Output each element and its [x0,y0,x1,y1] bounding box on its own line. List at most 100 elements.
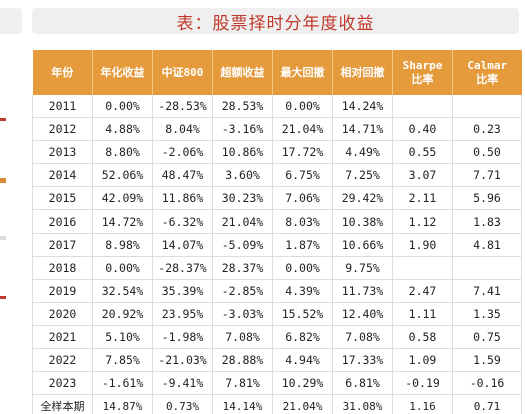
table-cell: 21.04% [272,394,333,414]
table-cell: 6.82% [272,325,333,350]
column-header: 超额收益 [212,50,273,95]
table-cell: -6.32% [152,209,213,234]
table-cell: 0.00% [92,256,153,280]
table-cell: 1.87% [272,233,333,257]
table-row: 全样本期 14.87% 0.73% 14.14% 21.04% 31.08% 1.16 0.7… [32,394,522,414]
table-cell: 10.86% [212,140,273,165]
table-cell: 21.04% [272,117,333,142]
column-header-label-line2: 比率 [411,72,434,86]
table-cell: -1.98% [152,325,213,350]
table-row: 2011 0.00% -28.53% 28.53% 0.00% 14.24% [32,95,522,119]
table-cell: -3.03% [212,302,273,326]
column-header: 年化收益 [92,50,153,95]
table-cell: -3.16% [212,117,273,142]
table-cell: 7.08% [212,325,273,350]
table-cell: -0.16 [452,371,522,396]
table-cell: 5.96 [452,186,522,211]
table-cell: 1.59 [452,348,522,373]
table-cell: 0.40 [392,117,453,142]
table-cell: 2018 [32,256,93,280]
table-cell: 42.09% [92,186,153,211]
table-row: 2023 -1.61% -9.41% 7.81% 10.29% 6.81% -0.19 -0.… [32,371,522,396]
table-cell: 7.71 [452,163,522,188]
table-cell: 8.03% [272,209,333,234]
table-cell: 1.11 [392,302,453,326]
table-cell: 28.37% [212,256,273,280]
table-cell: 0.73% [152,394,213,414]
table-cell: 1.12 [392,209,453,234]
table-row: 2018 0.00% -28.37% 28.37% 0.00% 9.75% [32,256,522,280]
table-cell: 2014 [32,163,93,188]
table-cell: 0.55 [392,140,453,165]
table-cell [392,95,453,119]
table-cell: 52.06% [92,163,153,188]
table-cell: 17.72% [272,140,333,165]
table-cell: 2011 [32,95,93,119]
table-cell: 8.04% [152,117,213,142]
table-cell: -21.03% [152,348,213,373]
table-cell: 11.73% [332,279,393,303]
table-cell: -2.85% [212,279,273,303]
table-cell: 14.72% [92,209,153,234]
header-row: 年份 年化收益 中证800 超额收益 最大回撤 相对回撤 Sharpe 比率 Calmar 比率 [32,50,522,95]
table-cell: 6.75% [272,163,333,188]
table-cell: -28.53% [152,95,213,119]
table-cell: 7.81% [212,371,273,396]
table-cell: 0.00% [272,256,333,280]
table-cell [452,256,522,280]
column-header-label: 相对回撤 [340,65,385,79]
table-cell: 14.71% [332,117,393,142]
table-cell [392,256,453,280]
table-cell: 3.60% [212,163,273,188]
table-cell: 48.47% [152,163,213,188]
table-cell: 7.41 [452,279,522,303]
table-cell: 28.88% [212,348,273,373]
table-cell: 0.71 [452,394,522,414]
table-cell: 2021 [32,325,93,350]
table-cell: 7.25% [332,163,393,188]
table-cell: 30.23% [212,186,273,211]
yearly-returns-table: 年份 年化收益 中证800 超额收益 最大回撤 相对回撤 Sharpe 比率 Calmar 比率 … [32,50,522,414]
column-header: 最大回撤 [272,50,333,95]
table-cell: 4.49% [332,140,393,165]
table-cell: 32.54% [92,279,153,303]
table-cell: 2015 [32,186,93,211]
table-cell: 29.42% [332,186,393,211]
table-cell: 1.09 [392,348,453,373]
table-row: 2016 14.72% -6.32% 21.04% 8.03% 10.38% 1.12 1.8… [32,209,522,234]
table-cell: 23.95% [152,302,213,326]
table-cell: 7.85% [92,348,153,373]
table-cell: 7.06% [272,186,333,211]
table-cell: 10.66% [332,233,393,257]
table-cell: 7.08% [332,325,393,350]
table-cell: 6.81% [332,371,393,396]
column-header: Calmar 比率 [452,50,522,95]
table-cell: 2012 [32,117,93,142]
table-cell: 1.90 [392,233,453,257]
table-cell: 10.29% [272,371,333,396]
table-cell: 2.11 [392,186,453,211]
table-row: 2019 32.54% 35.39% -2.85% 4.39% 11.73% 2.47 7.4… [32,279,522,303]
table-cell [452,95,522,119]
column-header: 中证800 [152,50,213,95]
table-cell: 4.39% [272,279,333,303]
adjacent-slide-mark [0,296,6,299]
table-cell: 9.75% [332,256,393,280]
table-cell: 4.94% [272,348,333,373]
table-row: 2021 5.10% -1.98% 7.08% 6.82% 7.08% 0.58 0.75 [32,325,522,350]
table-cell: 2020 [32,302,93,326]
table-cell: 12.40% [332,302,393,326]
table-row: 2020 20.92% 23.95% -3.03% 15.52% 12.40% 1.11 1.… [32,302,522,326]
table-cell: -1.61% [92,371,153,396]
table-title: 表：股票择时分年度收益 [176,13,375,34]
column-header-label: Sharpe [402,58,443,72]
table-cell: 全样本期 [32,394,93,414]
adjacent-slide-mark [0,118,6,121]
table-cell: 0.50 [452,140,522,165]
column-header: 年份 [32,50,93,95]
table-cell: 2019 [32,279,93,303]
table-row: 2013 8.80% -2.06% 10.86% 17.72% 4.49% 0.55 0.50 [32,140,522,165]
column-header-label: 年化收益 [100,65,145,79]
table-cell: 21.04% [212,209,273,234]
table-cell: 17.33% [332,348,393,373]
